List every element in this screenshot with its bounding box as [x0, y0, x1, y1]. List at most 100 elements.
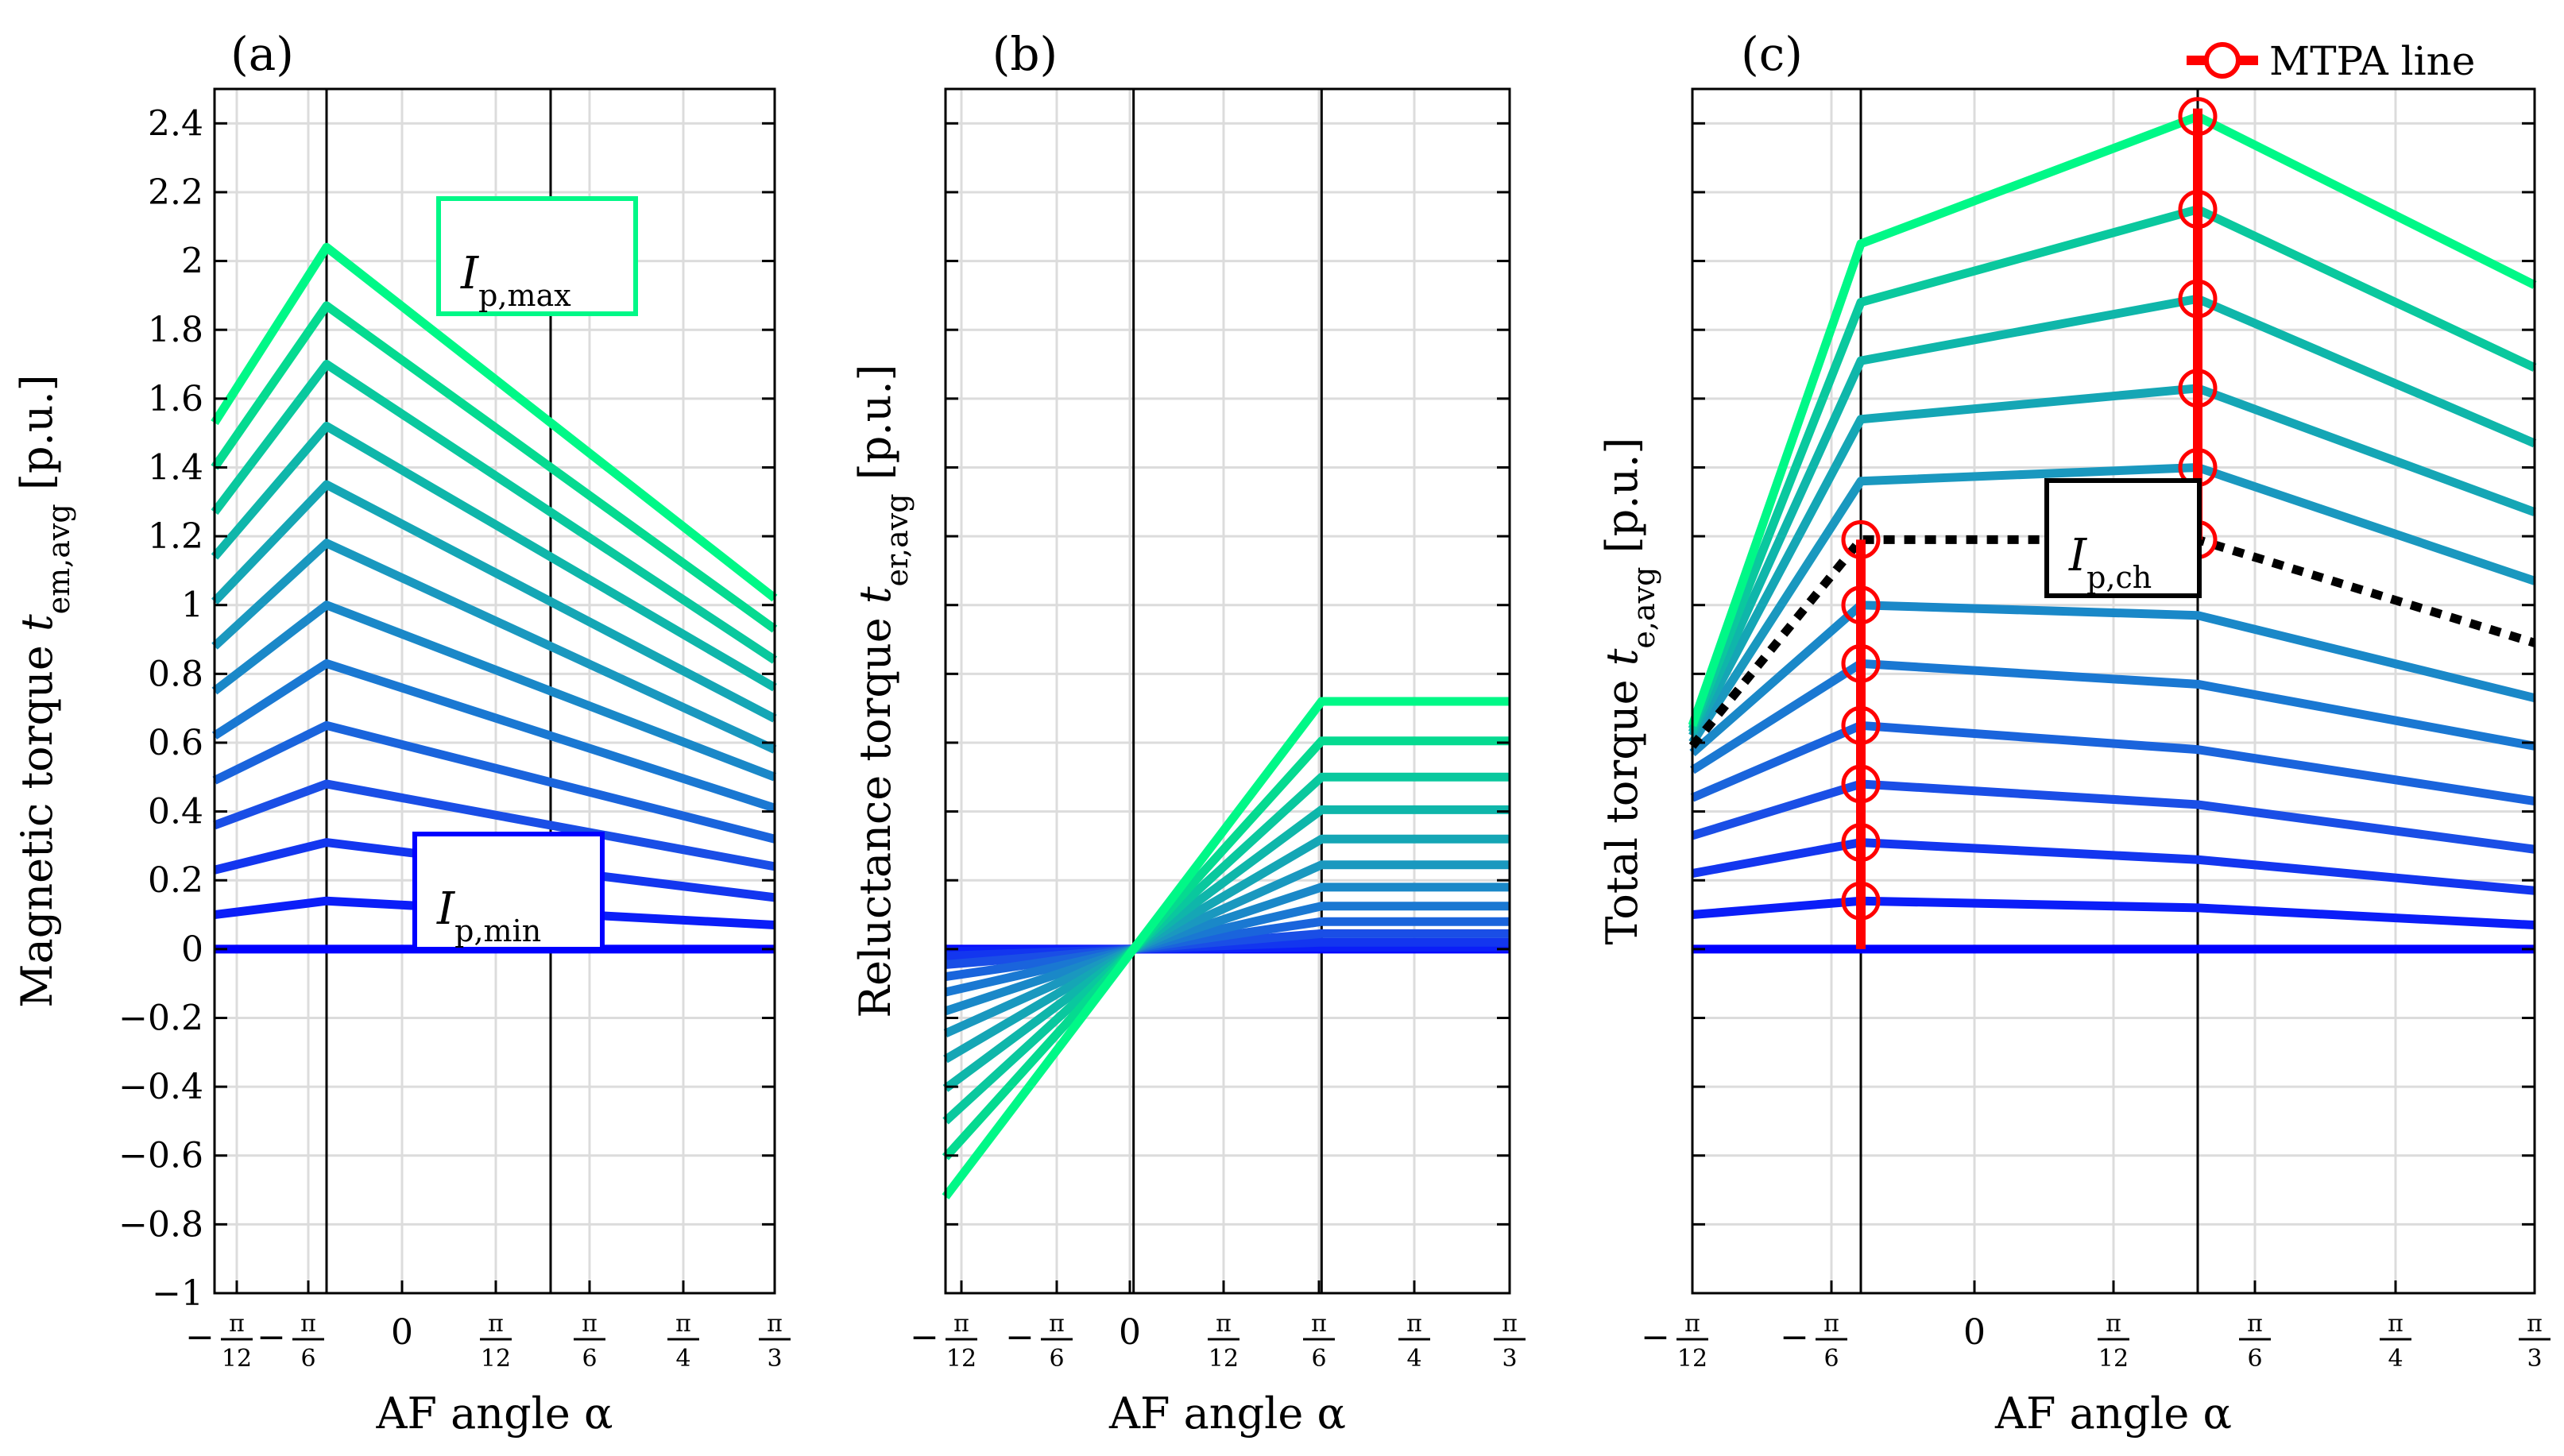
mtpa-marker [1841, 764, 1881, 804]
series-line-8 [211, 539, 777, 754]
series-line-6 [944, 902, 1510, 997]
legend-label: MTPA line [2269, 38, 2475, 84]
x-tick-num: π [488, 1310, 504, 1338]
y-tick-label: 2.4 [148, 103, 203, 144]
annotation-ip-min-var: I [436, 883, 456, 935]
x-tick-den: 6 [1823, 1345, 1839, 1373]
annotation-ip-ch-box [2044, 478, 2202, 598]
y-tick-label: 0.4 [148, 792, 203, 832]
x-tick-num: π [1502, 1310, 1518, 1338]
y-tick-label: −1 [152, 1273, 203, 1314]
series-line-7 [1689, 601, 2536, 757]
legend: MTPA line [2187, 38, 2475, 84]
y-axis-label-var: t [850, 586, 900, 604]
annotation-ip-min-sub: p,min [454, 913, 541, 948]
panel-label: (c) [1741, 27, 1803, 81]
panel-label: (a) [230, 27, 294, 81]
series-group [1688, 112, 2537, 954]
x-tick-den: 6 [1049, 1345, 1064, 1373]
annotation-ip-ch-var: I [2068, 530, 2088, 581]
y-axis-label-post: [p.u.] [850, 364, 900, 493]
series-line-13 [211, 242, 778, 602]
y-axis-label-sub: em,avg [41, 504, 76, 614]
y-tick-label: 0.8 [148, 654, 203, 694]
gridlines [946, 89, 1511, 1295]
x-tick-num: π [2247, 1310, 2263, 1338]
x-tick-num: π [229, 1310, 245, 1338]
series-line-6 [1690, 658, 2535, 774]
y-axis-label-var: t [12, 614, 62, 631]
y-tick-label: −0.6 [118, 1136, 203, 1176]
x-tick-label: π 6− [1005, 1310, 1073, 1373]
y-axis-label-pre: Reluctance torque [850, 604, 900, 1018]
series-line-8 [943, 860, 1510, 1037]
mtpa-marker [1841, 585, 1881, 625]
mtpa-marker [1841, 823, 1881, 863]
x-tick-label: π 12− [185, 1310, 253, 1373]
annotation-ip-max-var: I [460, 248, 480, 299]
x-tick-label: π3 [2519, 1310, 2550, 1373]
x-axis-label: AF angle α [375, 1388, 613, 1439]
x-tick-label: π 12 [480, 1310, 512, 1373]
y-tick-label: −0.8 [118, 1204, 203, 1245]
y-tick-label: −0.2 [118, 998, 203, 1038]
series-line-3 [213, 838, 775, 902]
annotation-ip-max: Ip,max [436, 196, 638, 316]
x-tick-num: π [582, 1310, 597, 1338]
x-tick-den: 6 [300, 1345, 315, 1373]
x-tick-sign: − [185, 1317, 215, 1358]
axes-box [944, 87, 1511, 1295]
y-tick-label: −0.4 [118, 1067, 203, 1107]
annotation-ip-max-sub: p,max [478, 278, 571, 313]
series-line-5 [1690, 720, 2535, 806]
mtpa-marker [2178, 369, 2218, 408]
x-tick-label: π4 [667, 1310, 699, 1373]
x-tick-label: π3 [1494, 1310, 1526, 1373]
series-line-10 [942, 805, 1510, 1092]
y-tick-label: 1.4 [148, 447, 203, 488]
mtpa-marker [2178, 190, 2218, 230]
x-tick-den: 6 [1311, 1345, 1326, 1373]
annotation-ip-max-box [436, 196, 638, 316]
y-tick-label: 1.6 [148, 379, 203, 419]
panel-a: −1 −0.8 −0.6 −0.4 −0.2 0 0.2 0.4 0.6 0.8 1 1.2 1.4 1.… [12, 27, 791, 1439]
mtpa-marker [2178, 97, 2218, 137]
series-line-13 [942, 697, 1510, 1200]
x-tick-label: π4 [2380, 1310, 2411, 1373]
series-line-11 [942, 772, 1510, 1125]
x-tick-den: 12 [1209, 1345, 1239, 1373]
y-tick-label: 2.2 [148, 172, 203, 213]
series-group [211, 242, 778, 954]
x-tick-label: 0 [391, 1312, 413, 1353]
x-tick-label: π4 [1398, 1310, 1430, 1373]
series-line-4 [213, 779, 775, 871]
x-tick-text: 0 [1119, 1312, 1141, 1353]
annotation-ip-ch-text: Ip,ch [2068, 530, 2152, 595]
mtpa-marker [2178, 279, 2218, 319]
series-line-7 [944, 882, 1510, 1016]
x-tick-sign: − [910, 1317, 939, 1358]
x-tick-den: 4 [1406, 1345, 1421, 1373]
series-line-5 [945, 917, 1510, 981]
y-axis-label-post: [p.u.] [1597, 438, 1647, 567]
x-tick-label: π6 [1303, 1310, 1335, 1373]
y-axis-label: Magnetic torque tem,avg [p.u.] [12, 374, 76, 1007]
y-axis-label-post: [p.u.] [12, 374, 62, 504]
series-line-9 [943, 834, 1510, 1064]
x-tick-den: 4 [675, 1345, 690, 1373]
x-tick-num: π [2388, 1310, 2404, 1338]
x-tick-text: 0 [391, 1312, 413, 1353]
x-tick-den: 12 [1677, 1345, 1707, 1373]
x-tick-den: 12 [2098, 1345, 2129, 1373]
y-axis-label-pre: Total torque [1597, 666, 1647, 944]
x-tick-num: π [2106, 1310, 2121, 1338]
x-tick-label: π 12 [1208, 1310, 1239, 1373]
series-line-2 [1692, 896, 2535, 930]
x-tick-num: π [2527, 1310, 2543, 1338]
series-line-11 [211, 360, 778, 664]
series-line-4 [1691, 779, 2535, 854]
x-tick-num: π [675, 1310, 691, 1338]
series-line-3 [1692, 838, 2535, 895]
x-tick-label: π 12 [2098, 1310, 2129, 1373]
